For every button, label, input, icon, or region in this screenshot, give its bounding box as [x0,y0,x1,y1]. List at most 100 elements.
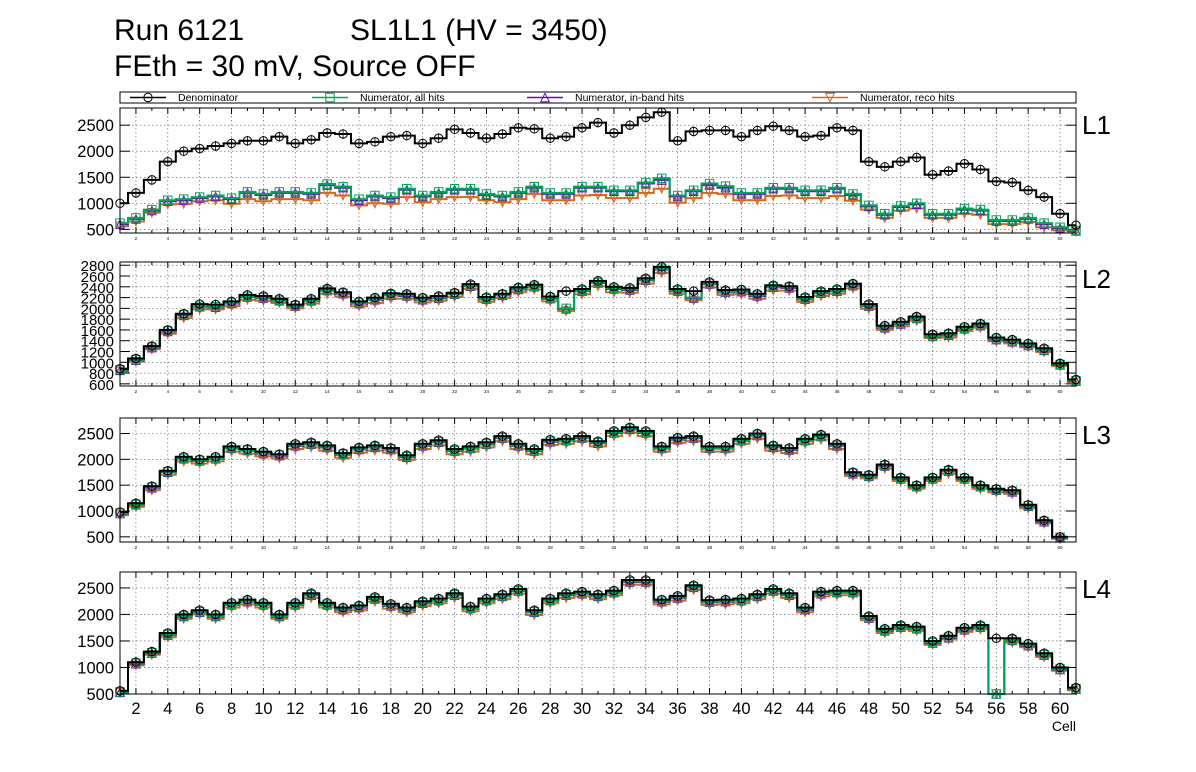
data-point [386,192,396,202]
data-point [816,186,827,197]
data-point [1039,648,1049,658]
data-point [1055,209,1065,219]
data-point [1039,515,1049,525]
x-tick-label-small: 52 [930,389,936,394]
x-tick-label: 36 [668,700,686,718]
data-point [959,321,970,332]
data-point [418,190,428,201]
x-tick-label-small: 54 [962,389,968,394]
data-point [688,431,699,441]
data-point [832,439,842,449]
data-point [1023,213,1034,224]
data-point [433,291,444,301]
x-tick-label-small: 20 [420,545,426,550]
data-point [593,589,603,599]
data-point [561,131,571,142]
data-point [800,602,810,613]
data-point [848,467,858,477]
x-tick-label-small: 50 [898,389,904,394]
data-point [274,187,285,197]
data-point [752,428,763,439]
y-tick-label: 500 [86,686,114,704]
data-point [1007,485,1017,496]
x-tick-label-small: 26 [516,545,522,550]
x-tick-label: 50 [892,700,910,718]
data-point [1055,358,1065,369]
data-point [226,441,237,452]
y-tick-label: 1000 [77,195,114,213]
x-tick-label: 38 [700,700,718,718]
data-point [545,188,556,199]
data-point [991,215,1002,225]
data-point [561,188,571,198]
data-point [768,584,778,594]
data-point [672,284,683,294]
x-tick-label-small: 16 [356,236,362,241]
data-point [449,184,460,195]
x-tick-label: 8 [227,700,236,718]
data-point [418,439,428,449]
data-point [338,129,348,139]
data-point [625,422,635,432]
data-point [784,443,794,453]
data-point [609,282,619,292]
data-point [386,288,396,298]
x-tick-label-small: 60 [1058,389,1064,394]
x-tick-label: 2 [131,700,140,718]
data-point [210,452,221,462]
data-point [194,143,205,154]
data-point [927,209,938,220]
y-tick-label: 2000 [77,451,114,469]
x-tick-label-small: 58 [1026,389,1032,394]
panel-label: L2 [1082,264,1111,294]
data-point [657,594,667,605]
data-point [577,431,587,441]
legend-label: Numerator, in-band hits [575,92,684,104]
data-point [832,284,842,294]
y-tick-label: 2400 [81,280,114,297]
data-point [290,187,300,197]
panel-frame [119,571,1077,695]
data-point [178,194,189,205]
x-tick-label-small: 40 [739,389,745,394]
data-point [847,189,858,200]
data-point [736,284,747,295]
x-tick-label-small: 44 [803,545,809,550]
data-point [688,286,699,296]
data-point [720,594,731,605]
x-tick-label: 46 [828,700,846,718]
x-tick-label-small: 12 [293,389,299,394]
data-point [880,459,890,470]
x-tick-label: 28 [541,700,559,718]
data-point [290,138,300,149]
x-tick-label-small: 38 [707,389,713,394]
data-point [641,177,651,188]
data-point [880,209,890,219]
data-point [864,611,874,621]
data-point [210,299,221,310]
data-point [402,450,412,460]
x-tick-label-small: 12 [293,236,299,241]
data-point [322,598,332,608]
data-point [911,480,922,490]
y-tick-label: 500 [86,221,114,239]
data-point [131,498,141,508]
data-point [736,433,747,444]
data-point [481,133,492,143]
data-point [370,190,380,201]
data-point [720,441,731,452]
data-point [593,181,603,192]
data-point [529,181,539,192]
data-point [800,131,810,142]
x-tick-label-small: 28 [548,389,554,394]
data-point [736,188,747,199]
data-point [163,628,173,638]
data-point [896,201,906,211]
data-point [863,201,874,212]
data-point [162,195,173,206]
data-point [704,178,715,189]
data-point [147,204,157,215]
data-point [624,186,635,197]
